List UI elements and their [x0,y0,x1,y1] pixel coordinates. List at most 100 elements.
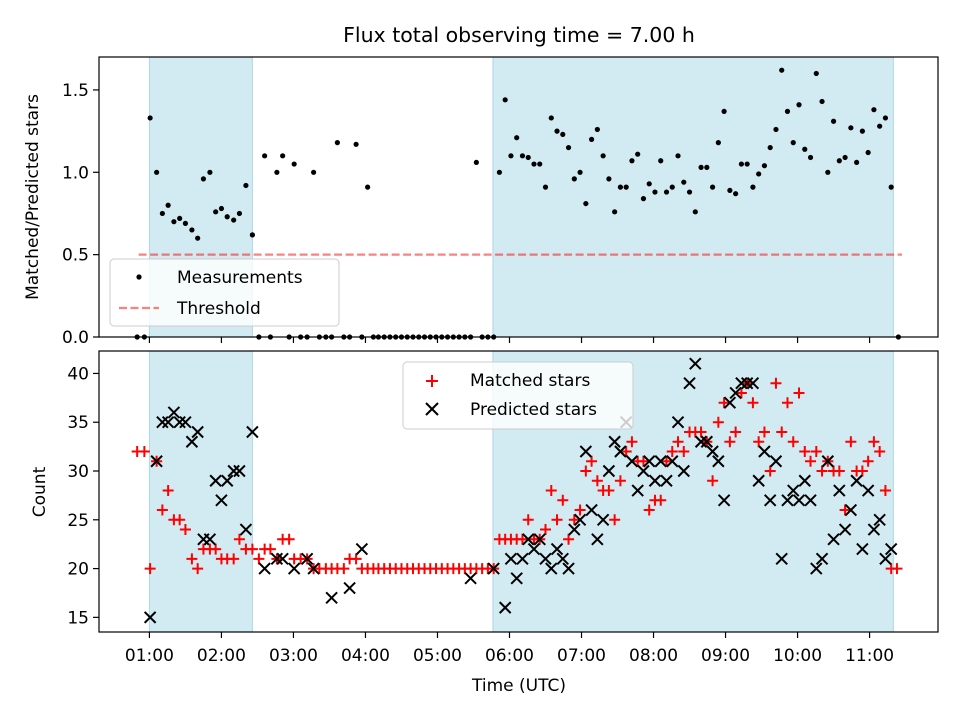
matched-star-point [793,387,805,399]
measurement-point [508,153,514,159]
measurement-point [213,209,219,215]
matched-star-point [233,533,245,545]
measurement-point [807,154,814,161]
x-tick-label: 03:00 [269,646,318,666]
matched-star-point [580,465,592,477]
measurement-point [200,176,207,182]
measurement-point [779,67,785,73]
predicted-star-point [591,533,604,546]
measurement-point [311,169,317,175]
matched-star-point [138,445,150,457]
measurement-point [629,158,635,164]
measurement-point [280,153,286,159]
predicted-star-point [579,445,593,458]
measurement-point [496,169,503,175]
bottom-y-axis-label: Count [30,466,50,517]
matched-star-point [186,553,198,565]
predicted-star-point [746,376,760,390]
matched-star-point [816,465,828,477]
measurement-point [571,176,577,182]
measurement-point [365,184,371,190]
matched-star-point [787,436,799,448]
measurement-point [207,169,213,175]
predicted-star-point [706,445,719,458]
top-legend: Measurements Threshold [109,258,340,327]
x-tick-label: 02:00 [197,646,246,666]
measurement-point [738,161,744,167]
matched-star-point [246,543,258,555]
matched-star-point [540,524,552,536]
predicted-star-point [522,533,535,546]
measurement-point [353,141,359,147]
measurement-point [686,189,693,195]
predicted-star-point [815,552,829,566]
predicted-star-point [596,513,610,527]
bottom-y-ticks: 15 20 25 30 35 40 [67,364,99,628]
x-axis-label: Time (UTC) [471,676,566,696]
predicted-star-point [464,572,477,585]
predicted-star-point [516,552,529,566]
matched-star-point [586,455,598,467]
predicted-star-point [838,523,852,536]
measurement-point [675,153,681,159]
legend-matched-marker [426,375,438,387]
predicted-star-point [821,455,835,468]
predicted-star-point [643,455,656,468]
predicted-star-point [355,542,369,556]
measurement-point [606,176,612,182]
predicted-star-point [300,552,314,566]
matched-star-point [799,445,811,457]
matched-star-point [810,445,822,457]
measurement-point [646,181,652,187]
measurement-point [669,184,675,190]
matched-star-point [643,504,655,516]
predicted-star-point [233,464,246,478]
matched-star-point [253,553,265,565]
predicted-star-point [545,562,558,575]
matched-star-point [868,436,880,448]
predicted-star-point [239,523,253,536]
measurement-point [525,154,531,161]
measurement-point [502,97,508,103]
measurement-point [848,125,854,131]
predicted-star-point [735,376,748,390]
top-y-axis-label: Matched/Predicted stars [23,94,43,300]
predicted-star-point [827,533,840,546]
legend-measurements-label: Measurements [177,268,303,288]
predicted-star-point [270,552,284,566]
measurement-point [291,161,297,167]
predicted-star-point [504,552,518,566]
measurement-point [767,144,773,151]
y-tick-label: 0.5 [62,246,89,266]
matched-star-point [545,485,557,497]
predicted-star-point [763,494,777,507]
predicted-star-point [740,376,754,390]
matched-star-point [805,455,817,467]
x-tick-label: 05:00 [413,646,462,666]
predicted-star-point [781,494,794,507]
measurement-point [721,108,727,114]
matched-star-point [833,465,845,477]
measurement-point [617,184,624,190]
predicted-star-point [758,445,771,458]
measurement-point [548,115,554,121]
shaded-interval-2 [492,56,894,338]
matched-star-point [179,524,191,536]
y-tick-label: 20 [67,560,89,580]
bottom-panel: 15 20 25 30 35 40 01:00 02:00 03:00 04:00 05:00 06… [30,350,939,696]
measurement-point [859,128,865,134]
y-tick-label: 30 [67,462,89,482]
matched-star-point [574,504,586,516]
predicted-star-point [625,455,639,468]
matched-star-point [156,504,168,516]
matched-star-point [776,426,788,438]
matched-star-point [568,514,580,526]
predicted-star-point [798,474,811,487]
predicted-star-point [585,503,598,517]
predicted-star-point [556,552,569,566]
matched-star-point [192,563,204,575]
predicted-star-point [258,562,271,575]
matched-star-point [862,455,874,467]
predicted-star-point [654,455,667,468]
predicted-star-point [694,435,708,448]
